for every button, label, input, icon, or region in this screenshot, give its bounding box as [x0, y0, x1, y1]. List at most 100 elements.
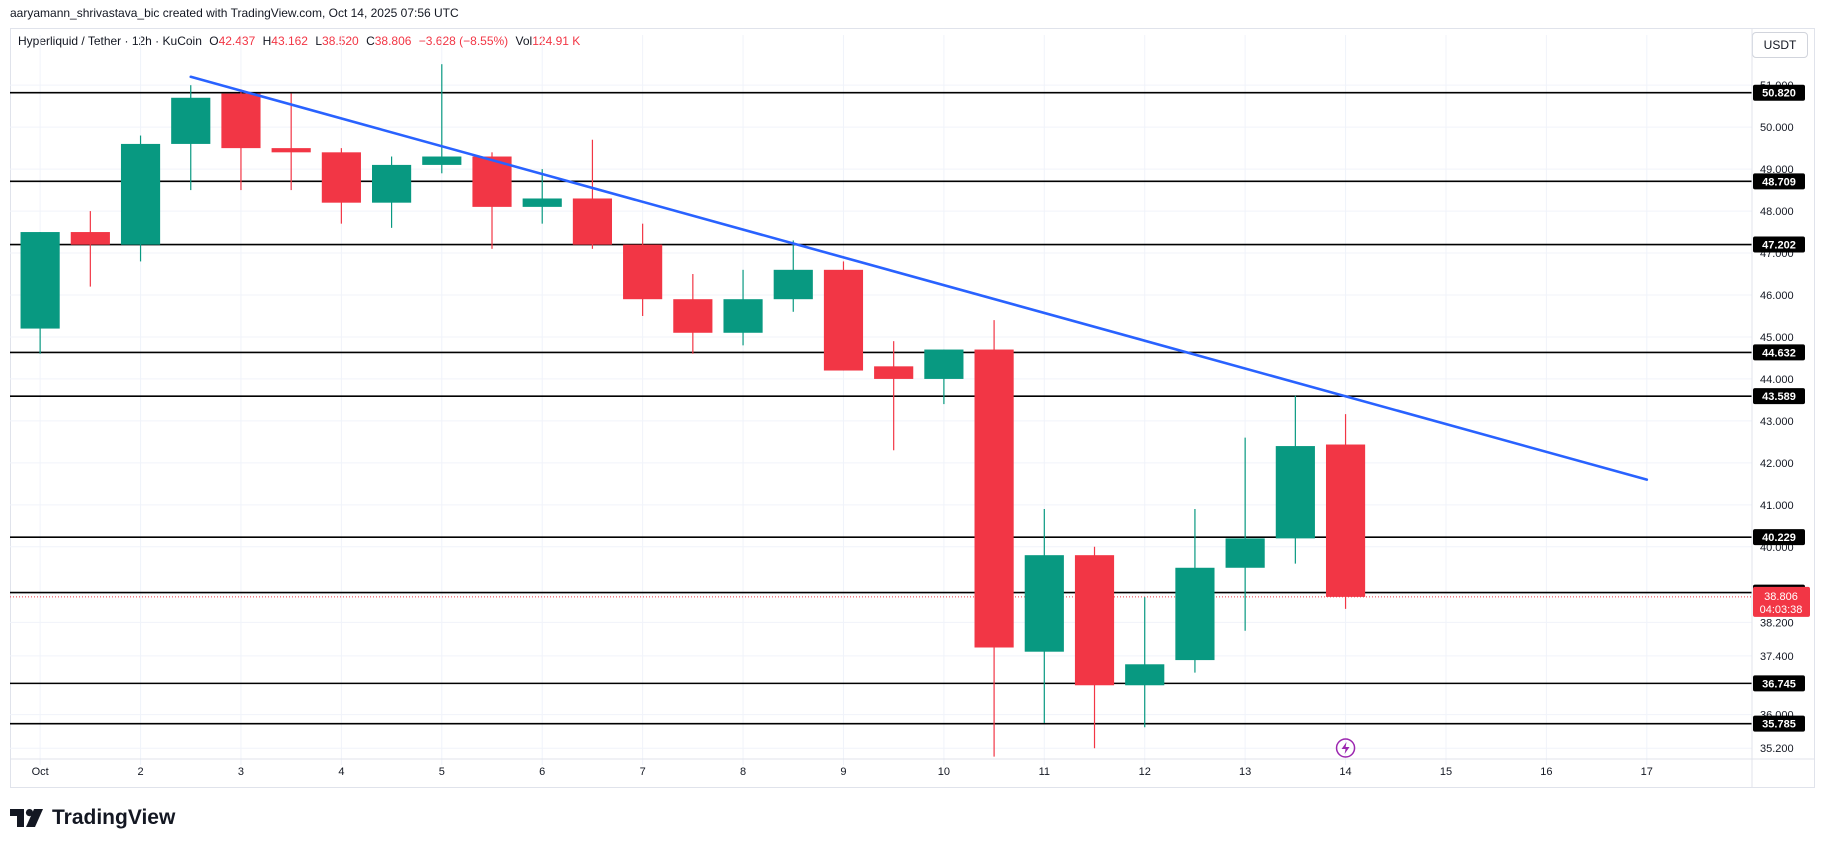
level-price-label: 35.785 — [1762, 719, 1796, 731]
brand-name: TradingView — [52, 806, 176, 829]
y-tick-label: 50.000 — [1760, 122, 1794, 134]
y-tick-label: 45.000 — [1760, 332, 1794, 344]
candle-body — [120, 143, 161, 245]
candle-body — [522, 198, 562, 207]
x-tick-label: 17 — [1641, 766, 1653, 778]
y-tick-label: 35.200 — [1760, 743, 1794, 755]
last-price-badge — [1753, 586, 1810, 617]
candle-body — [1275, 446, 1315, 539]
x-tick-label: 11 — [1039, 766, 1050, 778]
x-tick-label: 4 — [338, 766, 344, 778]
candle-body — [321, 152, 361, 203]
x-tick-label: 9 — [840, 766, 846, 778]
candle-body — [221, 93, 261, 149]
level-price-label: 44.632 — [1762, 347, 1796, 359]
x-tick-label: 8 — [740, 766, 746, 778]
high-label: H — [262, 34, 272, 48]
candle-body — [1325, 444, 1366, 597]
trendline-layer — [189, 75, 1649, 481]
last-price-label: 38.806 — [1764, 591, 1798, 603]
level-price-label: 48.709 — [1762, 176, 1796, 188]
volume-label: Vol — [515, 34, 533, 48]
price-badges-layer: 50.82048.70947.20244.63243.58940.22938.9… — [1753, 84, 1810, 732]
candle-body — [1024, 555, 1064, 652]
candle-body — [874, 366, 914, 379]
y-tick-label: 48.000 — [1760, 206, 1794, 218]
low-label: L — [315, 34, 323, 48]
level-price-label: 36.745 — [1762, 678, 1796, 690]
x-tick-label: 10 — [938, 766, 950, 778]
candle-body — [823, 269, 864, 371]
volume-value: 124.91 K — [532, 34, 581, 48]
close-label: C — [366, 34, 375, 48]
candle-body — [271, 148, 311, 153]
open-value: 42.437 — [218, 34, 256, 48]
candle-body — [1175, 567, 1215, 661]
level-price-badge — [1753, 388, 1805, 405]
chart-frame — [10, 28, 1815, 788]
symbol-name[interactable]: Hyperliquid / Tether · 12h · KuCoin — [18, 34, 202, 48]
x-tick-label: 6 — [539, 766, 545, 778]
candle-body — [1074, 555, 1115, 686]
x-tick-label: Oct — [32, 766, 49, 778]
y-tick-label: 37.400 — [1760, 651, 1794, 663]
close-value: 38.806 — [374, 34, 412, 48]
high-value: 43.162 — [271, 34, 308, 48]
candle-body — [673, 299, 713, 333]
level-price-badge — [1753, 529, 1805, 546]
level-price-badge — [1753, 715, 1805, 732]
y-tick-label: 38.200 — [1760, 617, 1794, 629]
candle-body — [723, 299, 763, 333]
y-tick-label: 46.000 — [1760, 290, 1794, 302]
y-tick-label: 44.000 — [1760, 374, 1794, 386]
level-price-label: 47.202 — [1762, 240, 1796, 252]
candle-body — [70, 232, 110, 245]
x-tick-label: 12 — [1139, 766, 1151, 778]
candle-body — [1125, 664, 1165, 686]
horizontal-levels-layer — [10, 91, 1752, 725]
candles-layer — [20, 64, 1366, 757]
x-tick-label: 5 — [439, 766, 445, 778]
symbol-legend: Hyperliquid / Tether · 12h · KuCoin O42.… — [18, 34, 580, 48]
candle-body — [20, 232, 60, 329]
trendline — [189, 75, 1649, 481]
level-price-label: 40.229 — [1762, 532, 1796, 544]
replay-lightning-icon[interactable] — [1335, 738, 1356, 758]
tradingview-brand[interactable]: TradingView — [10, 806, 175, 830]
x-tick-label: 16 — [1540, 766, 1552, 778]
level-price-label: 50.820 — [1762, 88, 1796, 100]
tradingview-logo-icon — [10, 809, 43, 827]
candle-body — [1225, 538, 1265, 568]
x-tick-label: 13 — [1239, 766, 1251, 778]
candle-body — [372, 164, 412, 203]
candle-body — [773, 269, 813, 300]
x-tick-label: 7 — [640, 766, 646, 778]
candle-body — [572, 198, 613, 245]
replay-icon-ring — [1335, 738, 1356, 758]
level-price-badge — [1753, 675, 1805, 692]
low-value: 38.520 — [322, 34, 359, 48]
y-tick-label: 43.000 — [1760, 416, 1794, 428]
x-tick-label: 2 — [137, 766, 143, 778]
candle-body — [171, 97, 211, 144]
candle-body — [924, 349, 964, 379]
x-tick-label: 3 — [238, 766, 244, 778]
change-value: −3.628 (−8.55%) — [418, 34, 509, 48]
y-tick-label: 49.000 — [1760, 164, 1794, 176]
x-tick-label: 14 — [1339, 766, 1351, 778]
y-tick-label: 41.000 — [1760, 500, 1794, 512]
level-price-label: 43.589 — [1762, 391, 1796, 403]
x-tick-label: 15 — [1440, 766, 1452, 778]
candle-body — [422, 156, 462, 165]
level-price-badge — [1753, 84, 1805, 101]
open-label: O — [209, 34, 219, 48]
candle-body — [974, 349, 1014, 648]
bar-countdown-label: 04:03:38 — [1760, 604, 1803, 616]
level-price-badge — [1753, 173, 1805, 190]
chart-caption: aaryamann_shrivastava_bic created with T… — [10, 6, 459, 20]
candle-body — [623, 244, 663, 300]
level-price-badge — [1753, 344, 1805, 361]
level-price-badge — [1753, 236, 1805, 253]
axes-layer: 35.20036.00037.40038.20040.00041.00042.0… — [10, 28, 1815, 788]
